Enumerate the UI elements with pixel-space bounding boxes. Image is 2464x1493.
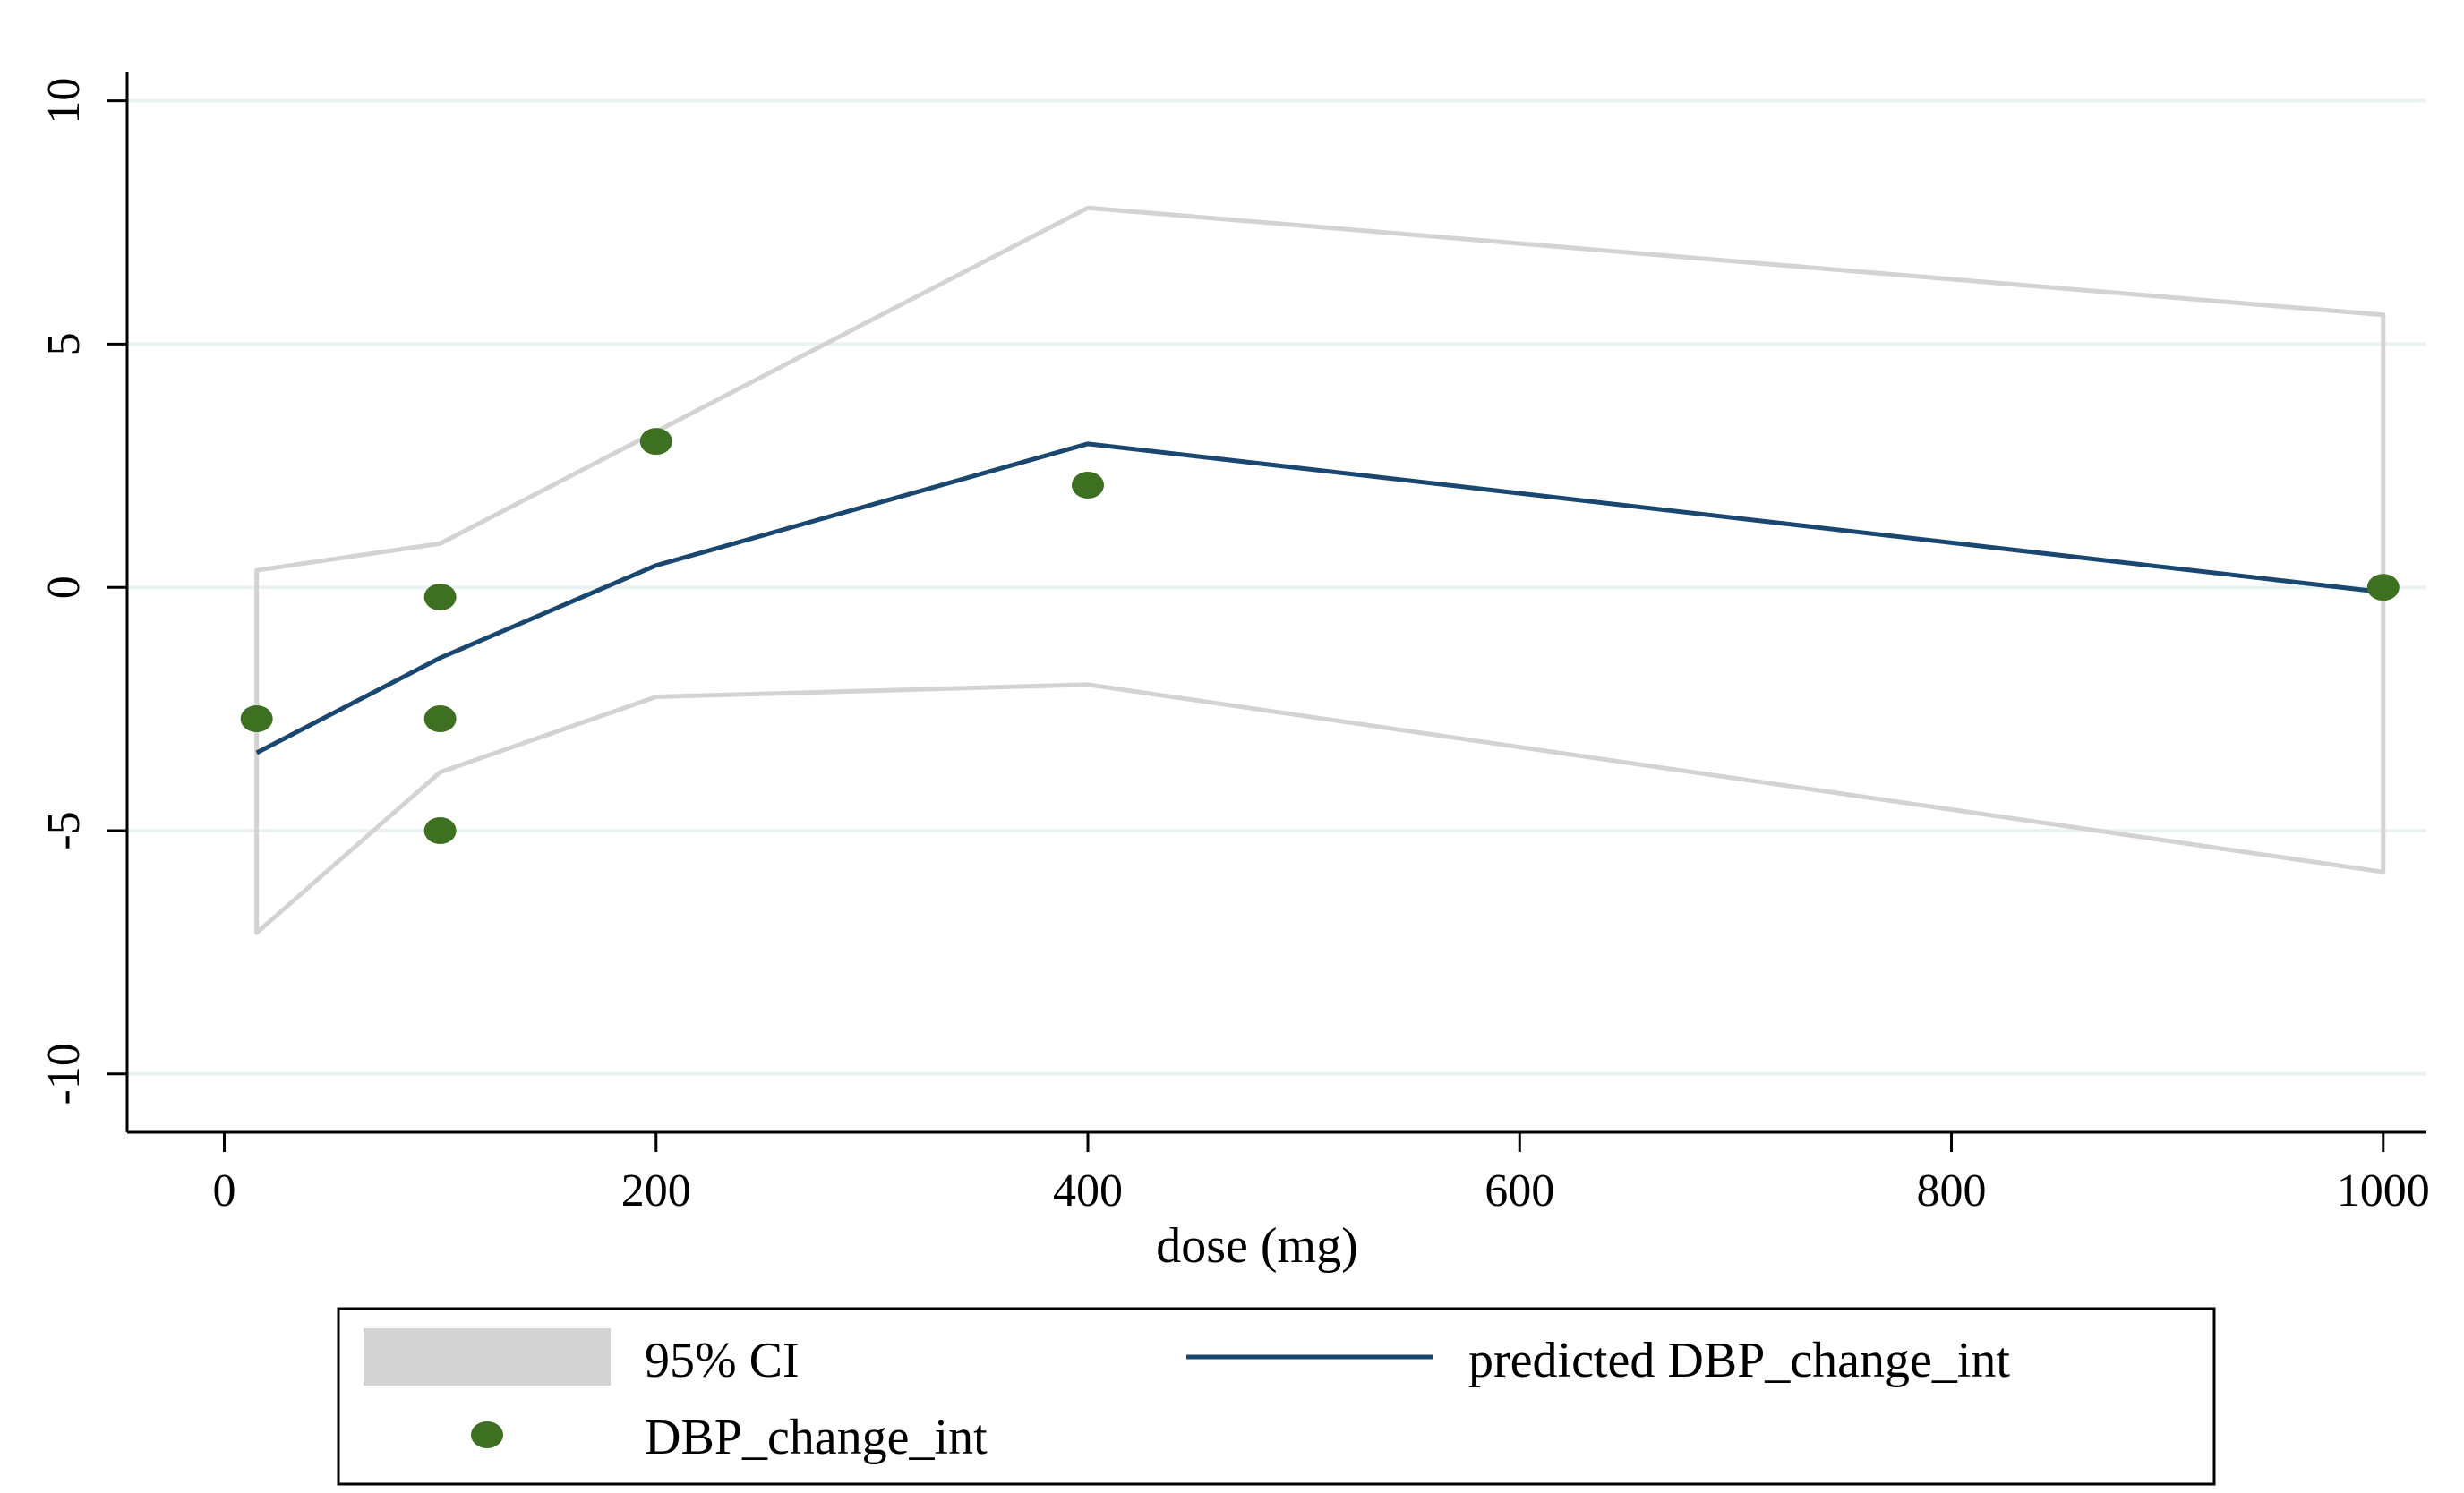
legend-ci-label: 95% CI (645, 1333, 800, 1388)
x-tick-label: 1000 (2337, 1165, 2430, 1216)
predicted-series-line (255, 441, 2384, 755)
axes (125, 72, 2426, 1134)
legend-points-swatch (471, 1421, 503, 1448)
y-tick-label: -5 (38, 811, 90, 849)
legend-points-label: DBP_change_int (645, 1410, 988, 1465)
grid-lines (127, 98, 2426, 1076)
data-point (240, 704, 273, 732)
ci-band (254, 205, 2386, 935)
x-tick-label: 800 (1917, 1165, 1987, 1216)
legend-ci-swatch (364, 1328, 611, 1386)
legend-predicted-label: predicted DBP_change_int (1468, 1333, 2010, 1388)
x-ticks: 0 200 400 600 800 1000 (213, 1132, 2430, 1216)
data-point (1072, 472, 1105, 499)
y-ticks: -10 -5 0 5 10 (38, 78, 127, 1105)
legend: 95% CI predicted DBP_change_int DBP_chan… (337, 1307, 2216, 1486)
predicted-line (255, 441, 2384, 755)
legend-box (337, 1307, 2216, 1486)
x-tick-label: 0 (213, 1165, 236, 1216)
y-tick-label: 5 (38, 332, 90, 355)
y-tick-label: 10 (38, 78, 90, 124)
x-tick-label: 200 (621, 1165, 691, 1216)
x-tick-label: 400 (1053, 1165, 1123, 1216)
scatter-points (240, 428, 2400, 844)
x-axis-title: dose (mg) (1156, 1218, 1358, 1274)
data-point (639, 428, 672, 456)
data-point (424, 704, 457, 732)
ci-outline (254, 205, 2386, 935)
data-point (424, 584, 457, 611)
data-point (2366, 574, 2400, 601)
x-tick-label: 600 (1484, 1165, 1554, 1216)
y-tick-label: 0 (38, 576, 90, 599)
y-tick-label: -10 (38, 1043, 90, 1105)
data-point (424, 816, 457, 844)
